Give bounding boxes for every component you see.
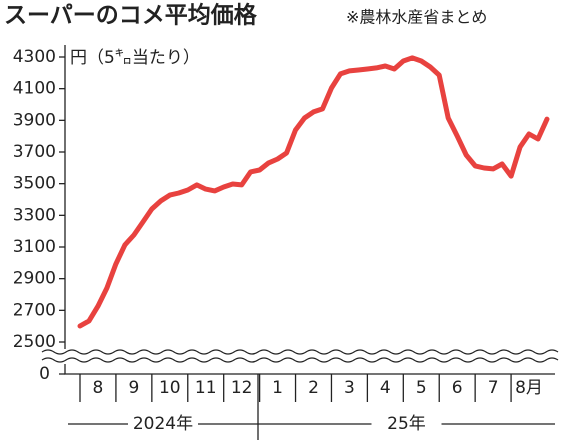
x-tick-label: 12 — [231, 378, 253, 398]
y-tick-label: 4300 — [13, 47, 56, 67]
x-tick-label: 8 — [93, 378, 104, 398]
y-tick-label: 3100 — [13, 237, 56, 257]
year-label-bg — [371, 412, 442, 436]
x-tick-label: 6 — [452, 378, 463, 398]
y-tick-label: 4100 — [13, 79, 56, 99]
axis-break-bg — [40, 349, 560, 364]
axis-break — [41, 349, 559, 363]
x-tick-label: 11 — [195, 378, 217, 398]
year-label-bg — [128, 412, 198, 436]
y-tick-label: 3700 — [13, 142, 56, 162]
x-tick-label: 7 — [488, 378, 499, 398]
x-tick-label: 4 — [380, 378, 391, 398]
x-tick-label: 1 — [272, 378, 283, 398]
price-line — [77, 55, 550, 329]
chart-subtitle: ※農林水産省まとめ — [346, 8, 487, 27]
y-tick-label: 3500 — [13, 174, 56, 194]
y-origin-label: 0 — [39, 364, 50, 384]
y-tick-label: 2700 — [13, 300, 56, 320]
y-tick-label: 3300 — [13, 205, 56, 225]
year-label: 2024年 — [133, 414, 193, 434]
x-tick-label: 2 — [308, 378, 319, 398]
x-tick-label: 10 — [159, 378, 181, 398]
x-tick-label: 8月 — [515, 378, 543, 398]
x-tick-label: 5 — [416, 378, 427, 398]
y-tick-label: 3900 — [13, 110, 56, 130]
x-tick-label: 9 — [128, 378, 139, 398]
axes — [64, 45, 555, 375]
chart-title: スーパーのコメ平均価格 — [4, 2, 258, 29]
y-axis-label: 円（5㌔当たり） — [70, 48, 200, 68]
year-label: 25年 — [387, 414, 426, 434]
y-tick-label: 2500 — [13, 332, 56, 352]
x-tick-label: 3 — [344, 378, 355, 398]
y-tick-label: 2900 — [13, 269, 56, 289]
